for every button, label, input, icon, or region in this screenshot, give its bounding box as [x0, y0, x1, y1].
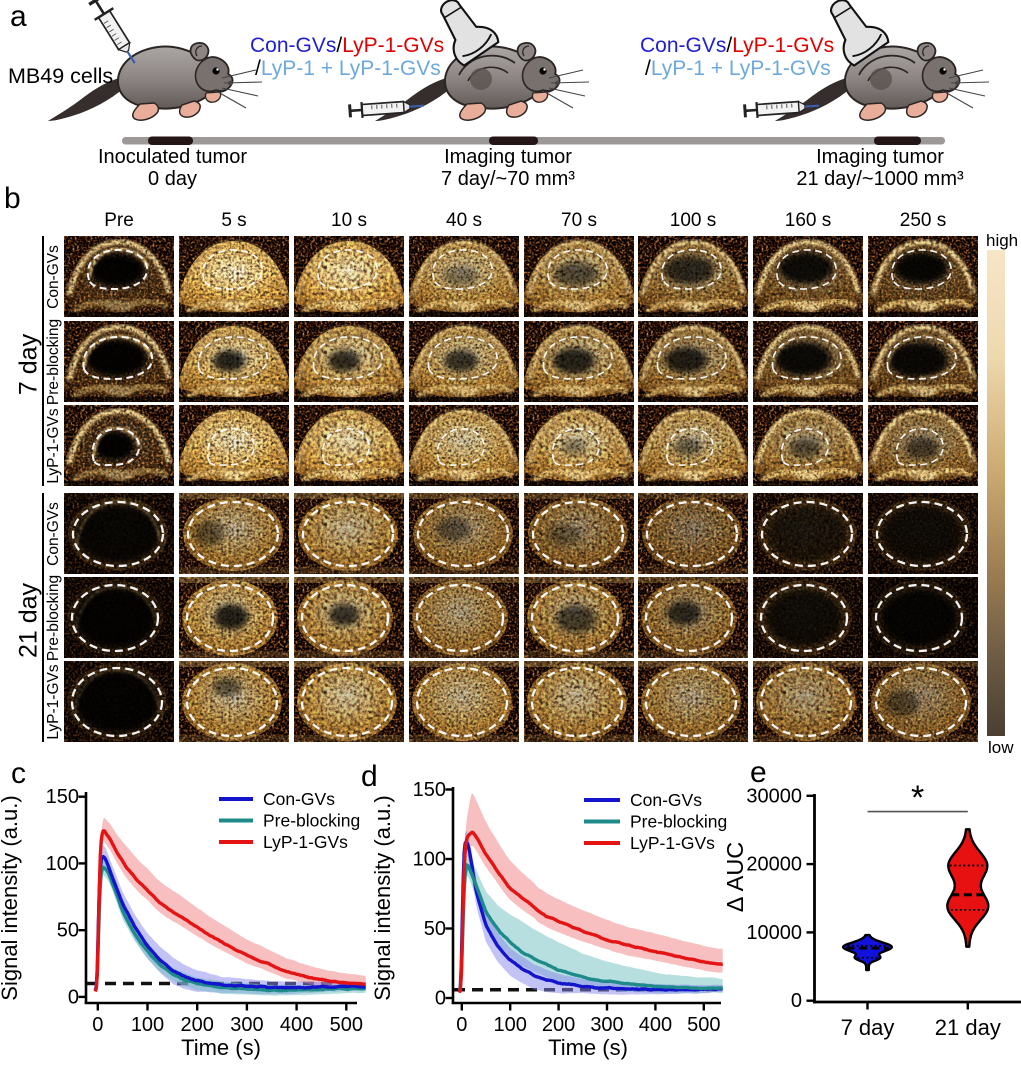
svg-text:400: 400 — [280, 1014, 313, 1036]
svg-text:100: 100 — [131, 1014, 164, 1036]
svg-text:30000: 30000 — [746, 785, 802, 807]
svg-text:Con-GVs: Con-GVs — [263, 789, 335, 809]
svg-text:500: 500 — [330, 1014, 363, 1036]
svg-text:300: 300 — [590, 1014, 623, 1036]
svg-text:Δ AUC: Δ AUC — [722, 842, 748, 913]
svg-text:0: 0 — [791, 990, 802, 1012]
svg-text:Pre-blocking: Pre-blocking — [263, 811, 360, 831]
svg-text:Signal intensity (a.u.): Signal intensity (a.u.) — [0, 795, 22, 1000]
svg-text:50: 50 — [424, 918, 446, 940]
svg-text:50: 50 — [57, 920, 79, 942]
svg-text:0: 0 — [68, 986, 79, 1008]
svg-text:200: 200 — [542, 1014, 575, 1036]
svg-text:21 day: 21 day — [935, 1015, 1001, 1040]
svg-text:0: 0 — [435, 988, 446, 1010]
svg-text:LyP-1-GVs: LyP-1-GVs — [630, 833, 715, 853]
svg-text:Con-GVs: Con-GVs — [630, 790, 702, 810]
svg-text:Time (s): Time (s) — [548, 1035, 628, 1060]
svg-text:100: 100 — [494, 1014, 527, 1036]
svg-text:100: 100 — [413, 849, 446, 871]
svg-text:0: 0 — [456, 1014, 467, 1036]
svg-text:7 day: 7 day — [841, 1015, 895, 1040]
svg-text:500: 500 — [687, 1014, 720, 1036]
svg-text:Time (s): Time (s) — [181, 1035, 261, 1060]
svg-text:LyP-1-GVs: LyP-1-GVs — [263, 832, 348, 852]
svg-text:Signal intensity (a.u.): Signal intensity (a.u.) — [370, 795, 395, 1000]
svg-text:400: 400 — [639, 1014, 672, 1036]
svg-text:150: 150 — [46, 786, 79, 808]
svg-text:Pre-blocking: Pre-blocking — [630, 812, 727, 832]
svg-text:20000: 20000 — [746, 854, 802, 876]
svg-text:300: 300 — [230, 1014, 263, 1036]
svg-text:200: 200 — [181, 1014, 214, 1036]
svg-text:*: * — [911, 779, 924, 817]
svg-text:150: 150 — [413, 779, 446, 801]
svg-text:0: 0 — [92, 1014, 103, 1036]
svg-text:10000: 10000 — [746, 922, 802, 944]
svg-text:100: 100 — [46, 853, 79, 875]
